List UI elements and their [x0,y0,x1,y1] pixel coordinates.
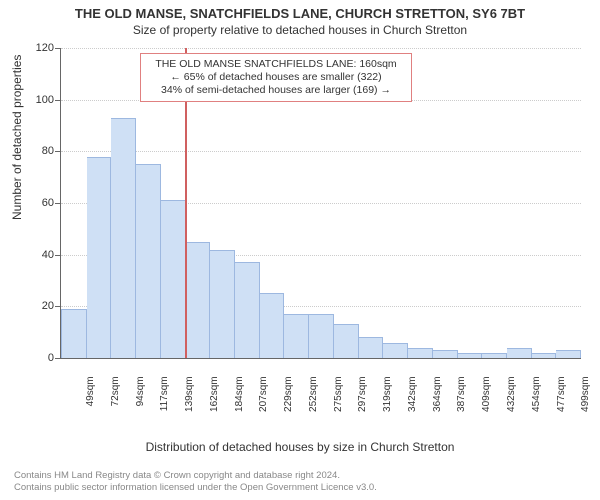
bar [210,250,235,359]
bar [309,314,334,358]
annotation-line-1: THE OLD MANSE SNATCHFIELDS LANE: 160sqm [147,58,405,71]
x-axis-title: Distribution of detached houses by size … [0,440,600,454]
bar [433,350,458,358]
bar [161,200,186,358]
bar [61,309,87,358]
ytick-label: 80 [24,145,54,157]
ytick-mark [55,255,60,256]
ytick-label: 120 [24,42,54,54]
bar [556,350,581,358]
ytick-label: 100 [24,94,54,106]
bar [359,337,384,358]
chart-title: THE OLD MANSE, SNATCHFIELDS LANE, CHURCH… [0,0,600,21]
bar [186,242,211,358]
ytick-mark [55,151,60,152]
ytick-mark [55,306,60,307]
bar [111,118,136,358]
bar [482,353,507,358]
ytick-label: 60 [24,197,54,209]
bar [507,348,532,358]
annotation-line-3: 34% of semi-detached houses are larger (… [147,84,405,97]
chart-subtitle: Size of property relative to detached ho… [0,21,600,37]
footer-line-2: Contains public sector information licen… [14,482,377,494]
footer-line-1: Contains HM Land Registry data © Crown c… [14,470,377,482]
bar [235,262,260,358]
ytick-mark [55,203,60,204]
bar [136,164,161,358]
ytick-label: 0 [24,352,54,364]
footer-attribution: Contains HM Land Registry data © Crown c… [14,470,377,494]
bar [532,353,557,358]
ytick-mark [55,48,60,49]
ytick-label: 40 [24,249,54,261]
bar [260,293,285,358]
plot-area: 020406080100120 49sqm72sqm94sqm117sqm139… [60,48,580,390]
bar [87,157,112,359]
annotation-line-2: ← 65% of detached houses are smaller (32… [147,71,405,84]
ytick-mark [55,358,60,359]
y-axis-label: Number of detached properties [10,55,24,220]
chart-container: THE OLD MANSE, SNATCHFIELDS LANE, CHURCH… [0,0,600,500]
bar [334,324,359,358]
ytick-mark [55,100,60,101]
ytick-label: 20 [24,300,54,312]
bar [408,348,433,358]
annotation-box: THE OLD MANSE SNATCHFIELDS LANE: 160sqm … [140,53,412,102]
bar [284,314,309,358]
bar [458,353,483,358]
bar [383,343,408,359]
